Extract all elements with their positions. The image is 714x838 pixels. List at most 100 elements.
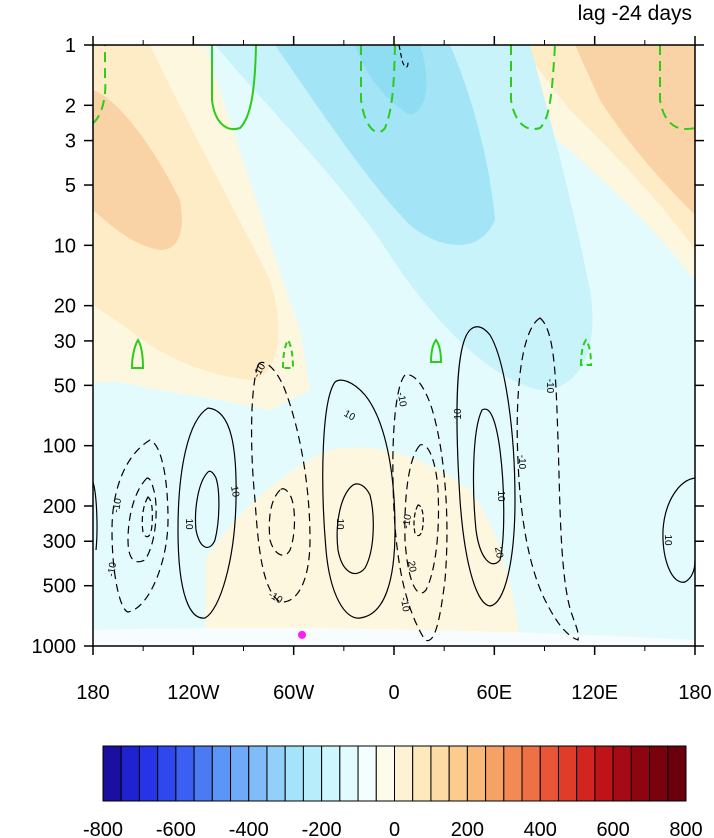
warm-region-west-mid — [93, 45, 279, 380]
warm-region-east-inner — [575, 45, 695, 215]
colorbar-swatch — [266, 745, 286, 802]
dark-dashed-top — [398, 45, 409, 68]
x-tick-label: 60W — [273, 682, 314, 704]
y-tick-label: 1 — [65, 35, 76, 57]
colorbar-label: 200 — [451, 819, 484, 838]
contour-neg-7 — [516, 317, 579, 641]
colorbar-label: 800 — [669, 819, 702, 838]
colorbar-swatch — [248, 745, 268, 802]
y-tick-label: 2 — [65, 95, 76, 117]
colorbar-label: -200 — [302, 819, 342, 838]
y-tick-label: 1000 — [32, 636, 77, 658]
x-tick-label: 120E — [571, 682, 618, 704]
colorbar-label: -800 — [83, 819, 123, 838]
colorbar-swatch — [302, 745, 323, 802]
y-tick-label: 10 — [54, 235, 76, 257]
green-contour-1 — [93, 45, 107, 124]
x-tick-label: 0 — [388, 682, 399, 704]
colorbar-swatch — [521, 745, 541, 802]
y-tick-label: 50 — [54, 375, 76, 397]
green-loop-4 — [579, 338, 593, 366]
colorbar-swatch — [175, 745, 195, 802]
contour-label: -10 — [544, 379, 555, 394]
x-tick-label: 180 — [76, 682, 109, 704]
contour-neg-3 — [250, 361, 311, 603]
contour-neg-5 — [392, 374, 448, 642]
contour-pos-2-inner — [194, 470, 220, 548]
contour-pos-4-inner — [336, 483, 374, 574]
chart-title: lag -24 days — [578, 2, 692, 25]
colorbar-swatch — [102, 745, 122, 802]
colorbar-swatch — [394, 745, 414, 802]
warm-region-west-inner — [93, 90, 182, 250]
colorbar-swatch — [539, 745, 559, 802]
contour-neg-5-inner — [404, 444, 440, 594]
y-tick-label: 20 — [54, 296, 76, 318]
colorbar-swatch — [321, 745, 341, 802]
colorbar-swatch — [667, 745, 687, 802]
green-loop-3 — [429, 338, 443, 363]
colorbar — [102, 745, 687, 802]
colorbar-label: -400 — [229, 819, 269, 838]
contour-neg-1 — [111, 439, 169, 613]
y-tick-label: 100 — [43, 436, 76, 458]
contour-label: -10 — [106, 561, 119, 578]
contour-label: 10 — [183, 518, 194, 530]
contour-label: -10 — [395, 391, 408, 408]
colorbar-swatch — [649, 745, 669, 802]
contour-pos-2 — [177, 407, 237, 619]
green-contour-3 — [360, 45, 396, 134]
bottom-strip — [93, 628, 695, 646]
contour-label: 20 — [492, 546, 505, 559]
y-tick-label: 200 — [43, 496, 76, 518]
colorbar-swatch — [138, 745, 159, 802]
green-loop-2 — [281, 338, 295, 369]
colorbar-swatch — [557, 745, 578, 802]
contour-label: 10 — [495, 490, 506, 502]
y-tick-label: 30 — [54, 331, 76, 353]
contour-label: 10 — [228, 485, 241, 498]
contour-label: 10 — [453, 408, 464, 420]
contour-pos-6 — [456, 326, 516, 607]
cool-region-middle-core — [355, 45, 427, 115]
contour-label: -10 — [111, 497, 124, 514]
colorbar-swatch — [211, 745, 232, 802]
warm-region-lower — [205, 447, 520, 646]
contour-pos-4 — [322, 379, 396, 619]
plot-area — [93, 45, 695, 646]
contour-label: -10 — [516, 455, 527, 470]
colorbar-label: -600 — [156, 819, 196, 838]
colorbar-swatch — [193, 745, 213, 802]
contour-pos-6-inner — [472, 408, 505, 565]
contour-label: -10 — [401, 513, 414, 530]
contour-label: 10 — [342, 408, 358, 423]
colorbar-swatch — [375, 745, 395, 802]
green-contour-5 — [659, 45, 695, 130]
y-tick-label: 500 — [43, 576, 76, 598]
colorbar-swatch — [120, 745, 140, 802]
green-contour-2 — [211, 45, 257, 130]
x-tick-label: 180 — [678, 682, 711, 704]
colorbar-swatch — [612, 745, 632, 802]
colorbar-labels: -800 -600 -400 -200 0 200 400 600 800 — [83, 819, 703, 838]
colorbar-swatch — [430, 745, 450, 802]
colorbar-swatch — [230, 745, 250, 802]
colorbar-swatch — [630, 745, 651, 802]
contour-label: 10 — [662, 534, 673, 546]
green-loop-1 — [130, 338, 145, 369]
colorbar-label: 400 — [524, 819, 557, 838]
x-tick-label: 60E — [477, 682, 513, 704]
colorbar-swatch — [485, 745, 505, 802]
colorbar-swatch — [448, 745, 468, 802]
y-axis: 1 2 3 5 10 20 30 50 100 200 300 500 1000 — [32, 35, 704, 658]
marker-dot — [298, 630, 307, 639]
colorbar-swatch — [339, 745, 359, 802]
y-tick-label: 3 — [65, 131, 76, 153]
colorbar-swatch — [503, 745, 523, 802]
contour-label: 20 — [405, 560, 418, 573]
x-tick-label: 120W — [167, 682, 219, 704]
colorbar-swatch — [594, 745, 614, 802]
contour-neg-3-inner — [268, 488, 296, 556]
contour-label: -10 — [398, 596, 411, 613]
